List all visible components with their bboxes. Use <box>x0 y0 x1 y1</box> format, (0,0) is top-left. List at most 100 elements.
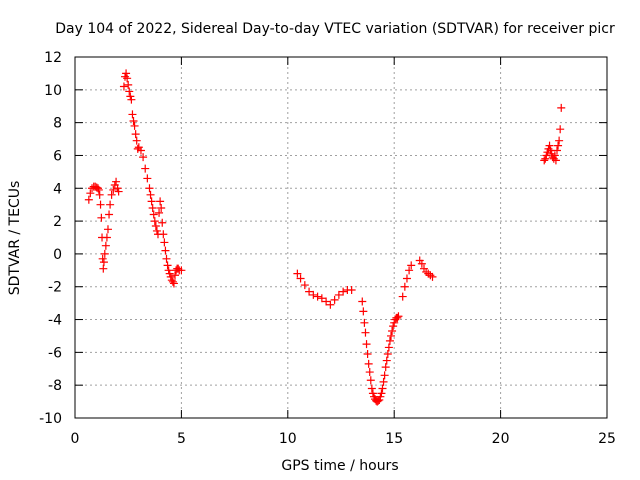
data-point <box>417 259 426 268</box>
data-point <box>102 233 111 242</box>
data-point <box>93 184 102 193</box>
data-point <box>166 272 175 281</box>
data-point <box>400 282 409 291</box>
data-point <box>98 254 107 263</box>
data-point <box>129 116 138 125</box>
data-point <box>552 146 561 155</box>
data-point <box>146 190 155 199</box>
data-point <box>101 241 110 250</box>
data-point <box>368 389 377 398</box>
data-point <box>383 350 392 359</box>
data-point <box>106 200 115 209</box>
data-point <box>362 340 371 349</box>
data-point <box>99 258 108 267</box>
data-point <box>322 297 331 306</box>
data-point <box>156 197 165 206</box>
y-tick-label: 0 <box>53 247 62 263</box>
x-tick-label: 25 <box>598 431 616 447</box>
data-point <box>387 331 396 340</box>
data-point <box>550 151 559 160</box>
data-point <box>109 185 118 194</box>
data-point <box>107 190 116 199</box>
data-point <box>326 300 335 309</box>
data-point <box>376 392 385 401</box>
data-point <box>177 266 186 275</box>
data-point <box>112 177 121 186</box>
data-point <box>160 238 169 247</box>
data-point <box>148 203 157 212</box>
data-point <box>405 266 414 275</box>
data-point <box>384 343 393 352</box>
y-tick-label: 10 <box>44 83 62 99</box>
y-tick-label: -2 <box>48 280 62 296</box>
y-tick-label: -8 <box>48 378 62 394</box>
data-point <box>86 189 95 198</box>
data-point <box>127 95 136 104</box>
data-point <box>542 151 551 160</box>
y-tick-label: 2 <box>53 214 62 230</box>
data-point <box>380 371 389 380</box>
data-point <box>557 103 566 112</box>
data-point <box>131 130 140 139</box>
data-point <box>361 328 370 337</box>
data-point <box>113 184 122 193</box>
data-point <box>388 327 397 336</box>
data-point <box>379 377 388 386</box>
data-point <box>119 82 128 91</box>
data-point <box>402 274 411 283</box>
data-point <box>147 197 156 206</box>
data-point <box>84 195 93 204</box>
data-point <box>375 395 384 404</box>
y-tick-label: 6 <box>53 148 62 164</box>
data-point <box>123 74 132 83</box>
data-point <box>330 295 339 304</box>
data-point <box>139 153 148 162</box>
data-point <box>97 213 106 222</box>
data-point <box>94 185 103 194</box>
data-point <box>141 164 150 173</box>
data-point <box>105 210 114 219</box>
data-point <box>114 187 123 196</box>
data-point <box>367 384 376 393</box>
data-point <box>124 80 133 89</box>
data-point <box>99 264 108 273</box>
data-point <box>150 217 159 226</box>
data-point <box>309 290 318 299</box>
data-point <box>428 272 437 281</box>
plot-frame <box>74 56 608 419</box>
x-tick-label: 10 <box>279 431 297 447</box>
data-point <box>540 156 549 165</box>
data-point <box>145 184 154 193</box>
data-point <box>165 269 174 278</box>
data-point <box>554 141 563 150</box>
y-tick-label: 12 <box>44 50 62 66</box>
data-point <box>374 396 383 405</box>
data-point <box>358 297 367 306</box>
data-point <box>390 318 399 327</box>
data-point <box>125 87 134 96</box>
data-point <box>378 384 387 393</box>
data-point <box>152 226 161 235</box>
data-point <box>364 359 373 368</box>
data-point <box>126 92 135 101</box>
data-point <box>164 266 173 275</box>
data-point <box>381 363 390 372</box>
data-point <box>556 125 565 134</box>
data-point <box>393 313 402 322</box>
data-point <box>162 254 171 263</box>
data-point <box>143 174 152 183</box>
data-point <box>347 286 356 295</box>
data-point <box>555 136 564 145</box>
data-point <box>365 368 374 377</box>
data-point <box>168 277 177 286</box>
x-tick-label: 20 <box>492 431 510 447</box>
y-tick-label: 4 <box>53 181 62 197</box>
data-point <box>163 261 172 270</box>
data-point <box>130 121 139 130</box>
data-point <box>136 146 145 155</box>
data-point <box>382 356 391 365</box>
data-point <box>300 281 309 290</box>
x-axis-label: GPS time / hours <box>281 458 398 474</box>
data-point <box>545 141 554 150</box>
